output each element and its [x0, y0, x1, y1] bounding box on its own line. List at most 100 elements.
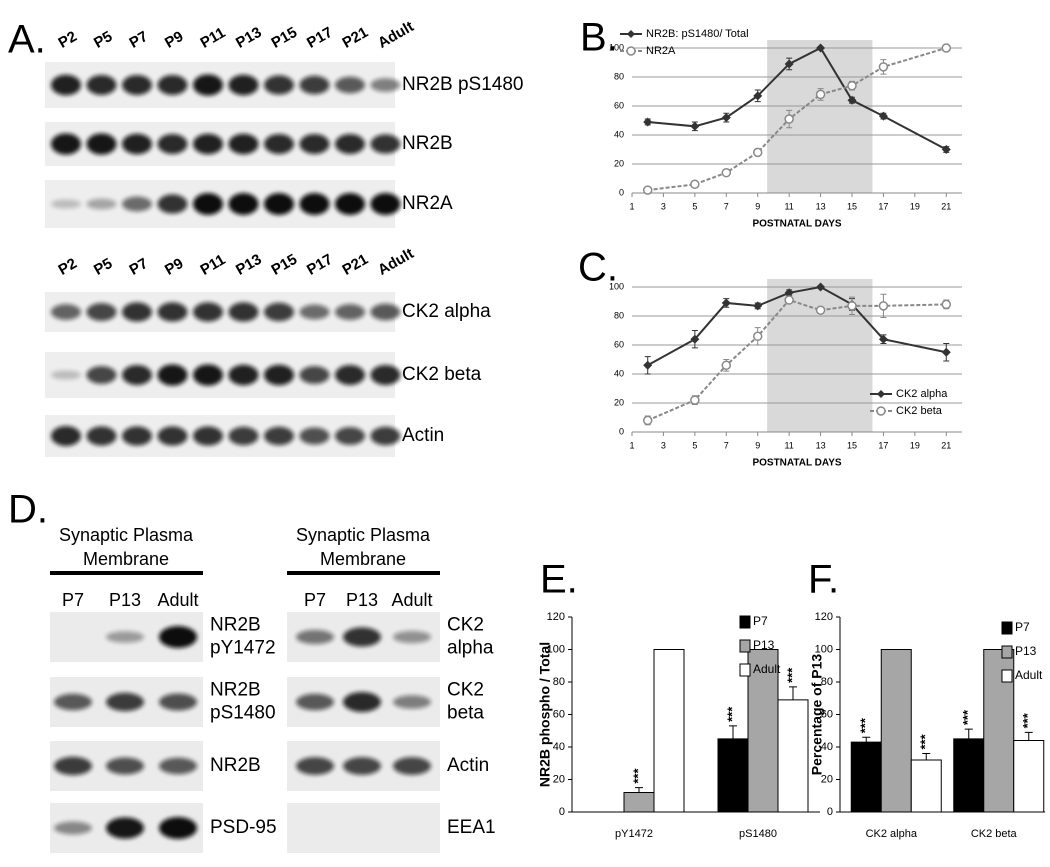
- blot-background: [287, 803, 440, 853]
- x-axis-title: POSTNATAL DAYS: [752, 219, 841, 230]
- blot-band: [122, 302, 152, 322]
- blot-band: [296, 693, 334, 711]
- legend-marker: [626, 46, 636, 56]
- lane-label: P7: [62, 590, 84, 610]
- data-point: [721, 167, 732, 178]
- blot-label: CK2 beta: [402, 364, 482, 385]
- lane-label: P21: [339, 251, 371, 279]
- x-tick-label: 11: [784, 440, 793, 450]
- lane-label: P17: [304, 251, 336, 279]
- x-tick-label: 9: [755, 440, 760, 450]
- blot-band: [370, 193, 401, 215]
- lane-label: P2: [55, 255, 79, 279]
- error-bar: [789, 686, 797, 700]
- y-tick-label: 80: [821, 676, 833, 688]
- blot-band: [86, 426, 117, 446]
- panel-label: E.: [540, 558, 578, 602]
- blot-label: PSD-95: [210, 817, 277, 838]
- data-point: [642, 185, 653, 195]
- legend-label: P7: [753, 614, 768, 628]
- y-tick-label: 0: [619, 187, 624, 197]
- x-tick-label: 15: [847, 440, 857, 450]
- data-point: [642, 415, 653, 426]
- blot-band: [122, 75, 152, 95]
- data-point: [878, 62, 889, 72]
- blot-band: [157, 194, 188, 214]
- data-point: [690, 395, 700, 405]
- legend-swatch: [1001, 621, 1013, 635]
- y-tick-label: 80: [614, 310, 624, 320]
- y-tick-label: 0: [619, 426, 624, 436]
- blot-band: [51, 370, 81, 380]
- data-point: [784, 114, 794, 124]
- blot-band: [86, 303, 117, 321]
- blot-band: [54, 821, 92, 835]
- y-tick-label: 120: [815, 611, 833, 623]
- x-tick-label: 1: [629, 201, 634, 211]
- blot-band: [86, 133, 117, 155]
- blot-band: [335, 76, 365, 94]
- y-tick-label: 20: [614, 158, 624, 168]
- y-tick-label: 0: [827, 806, 833, 818]
- panel-label: A.: [8, 18, 46, 62]
- blot-band: [193, 193, 223, 215]
- blot-band: [228, 426, 259, 446]
- blot-band: [228, 74, 259, 96]
- blot-band: [157, 75, 188, 95]
- data-point: [690, 179, 700, 190]
- legend-label: Adult: [753, 662, 781, 676]
- blot-band: [299, 304, 330, 320]
- y-tick-label: 20: [821, 773, 833, 785]
- x-tick-label: 5: [692, 201, 697, 211]
- significance: ***: [960, 709, 975, 725]
- data-point: [721, 298, 731, 308]
- blot-band: [157, 134, 188, 154]
- x-tick-label: 21: [941, 440, 951, 450]
- data-point: [941, 299, 952, 310]
- blot-band: [264, 302, 294, 322]
- blot-band: [264, 426, 294, 446]
- y-tick-label: 20: [553, 773, 565, 785]
- blot-band: [299, 366, 330, 384]
- panel-label: C.: [578, 246, 618, 290]
- bar: [953, 738, 985, 813]
- blot-band: [370, 426, 401, 446]
- blot-band: [370, 365, 401, 385]
- data-point: [752, 147, 763, 158]
- blot-band: [159, 693, 197, 711]
- y-tick-label: 100: [815, 643, 833, 655]
- panel-label: B.: [580, 16, 618, 60]
- blot-label: EEA1: [447, 817, 496, 838]
- legend-label: P7: [1015, 620, 1030, 634]
- lane-label: P13: [346, 590, 378, 610]
- significance: ***: [918, 733, 933, 749]
- shaded-period: [767, 279, 873, 432]
- lane-label: P13: [233, 251, 265, 279]
- bar: [850, 741, 882, 813]
- lane-label: P9: [162, 28, 186, 52]
- blot-label: alpha: [447, 638, 494, 659]
- blot-band: [393, 757, 431, 775]
- lane-label: P13: [109, 590, 141, 610]
- blot-band: [228, 364, 259, 386]
- data-point: [878, 301, 889, 311]
- data-point: [816, 43, 826, 53]
- legend-swatch: [1001, 669, 1013, 683]
- blot-band: [51, 74, 81, 96]
- y-tick-label: 40: [821, 741, 833, 753]
- blot-label: Actin: [447, 755, 489, 776]
- x-tick-label: 9: [755, 201, 760, 211]
- blot-label: beta: [447, 703, 484, 724]
- legend-label: CK2 beta: [896, 405, 943, 417]
- blot-label: CK2: [447, 615, 484, 636]
- data-point: [721, 360, 732, 371]
- blot-band: [159, 757, 197, 775]
- blot-label: NR2B: [210, 680, 261, 701]
- blot-band: [193, 426, 223, 446]
- x-tick-label: 15: [847, 201, 857, 211]
- blot-band: [122, 365, 152, 385]
- shaded-period: [767, 40, 873, 193]
- error-bar: [1024, 731, 1033, 741]
- y-tick-label: 40: [614, 129, 624, 139]
- blot-band: [228, 302, 259, 322]
